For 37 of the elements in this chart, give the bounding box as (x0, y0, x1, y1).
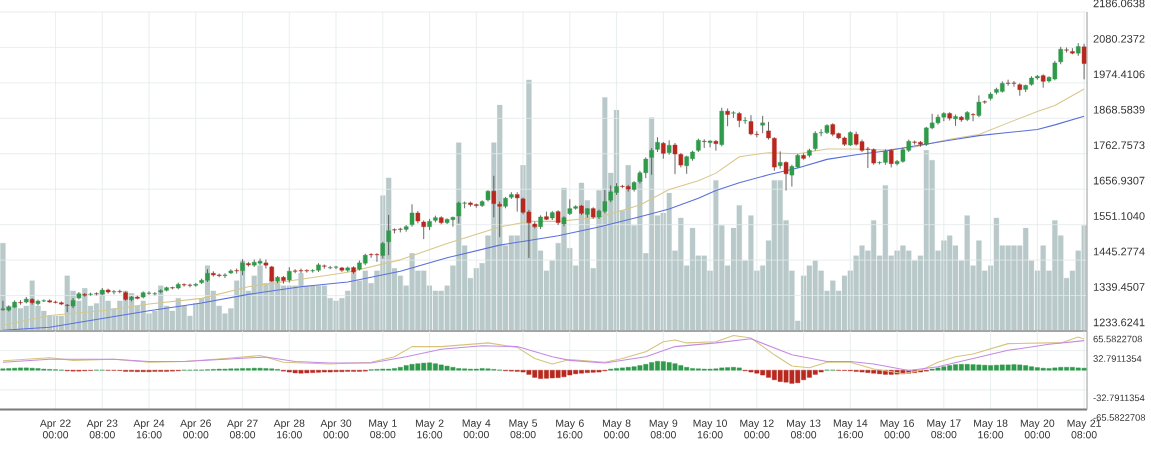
x-tick-label: May 20 00:00 (1020, 419, 1055, 439)
x-tick-label: Apr 24 16:00 (133, 419, 165, 439)
y-tick-label: 1551.1040 (1093, 212, 1145, 220)
y-tick-label: 1868.5839 (1093, 105, 1145, 114)
y-tick-label: 1445.2774 (1093, 247, 1145, 256)
y-tick-label: -65.5822708 (1093, 414, 1146, 421)
x-tick-label: May 8 00:00 (602, 419, 631, 439)
x-tick-label: Apr 27 08:00 (226, 419, 258, 439)
y-tick-label: 1656.9307 (1093, 176, 1145, 185)
y-tick-label: 1762.7573 (1093, 141, 1145, 150)
y-tick-label: 32.7911354 (1093, 355, 1142, 362)
x-tick-label: May 17 08:00 (927, 419, 961, 439)
x-tick-label: Apr 28 16:00 (273, 419, 305, 439)
x-tick-label: May 21 08:00 (1067, 419, 1101, 439)
x-tick-label: May 2 16:00 (415, 419, 444, 439)
x-tick-label: May 5 08:00 (509, 419, 538, 439)
x-tick-label: May 13 08:00 (787, 419, 821, 439)
x-tick-label: Apr 23 08:00 (86, 419, 118, 439)
x-tick-label: Apr 22 00:00 (39, 419, 71, 439)
y-tick-label: 1974.4106 (1093, 70, 1145, 79)
y-tick-label: -32.7911354 (1093, 394, 1145, 402)
x-tick-label: Apr 26 00:00 (180, 419, 211, 439)
x-tick-label: May 6 16:00 (556, 419, 584, 439)
y-tick-label: 2186.0638 (1093, 0, 1145, 8)
x-tick-label: May 9 08:00 (649, 419, 678, 439)
x-tick-label: Apr 30 00:00 (320, 419, 352, 439)
y-tick-label: 1339.4507 (1093, 283, 1145, 291)
y-tick-label: 65.5822708 (1093, 335, 1142, 343)
x-tick-label: May 12 00:00 (740, 419, 774, 439)
y-tick-label: 2080.2372 (1093, 34, 1145, 43)
x-tick-label: May 14 16:00 (833, 419, 868, 439)
x-tick-label: May 4 00:00 (462, 419, 491, 439)
x-tick-label: May 18 16:00 (974, 419, 1008, 439)
x-tick-label: May 16 00:00 (880, 419, 914, 439)
x-tick-label: May 1 08:00 (369, 419, 397, 439)
y-tick-label: 1233.6241 (1093, 318, 1145, 327)
x-tick-label: May 10 16:00 (693, 419, 727, 439)
